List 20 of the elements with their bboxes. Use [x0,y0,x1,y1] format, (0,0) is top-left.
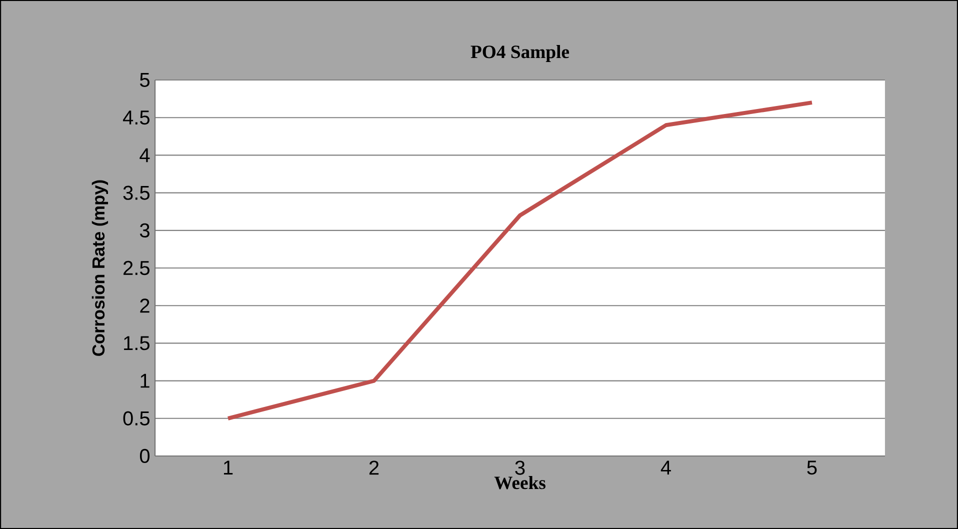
y-tick-label: 3.5 [123,186,150,200]
x-tick-label: 2 [369,460,379,475]
y-tick-label: 0.5 [123,411,150,426]
x-tick-label: 1 [224,460,233,474]
y-tick-label: 5 [140,73,150,87]
y-tick-label: 2 [140,298,150,313]
x-axis-title: Weeks [494,476,546,490]
y-tick-label: 4 [140,148,150,162]
x-tick-label: 4 [660,460,671,474]
x-tick-label: 5 [807,460,817,475]
line-series [226,100,814,420]
y-tick-label: 4.5 [122,110,150,125]
y-tick-label: 2.5 [124,260,150,276]
chart-title: PO4 Sample [470,45,570,62]
y-tick-label: 3 [140,223,150,238]
x-tick-label: 3 [515,460,525,475]
y-tick-label: 0 [140,448,150,464]
y-tick-label: 1 [140,374,150,388]
y-axis-title: Corrosion Rate (mpy) [92,180,108,356]
y-tick-label: 1.5 [124,336,150,350]
